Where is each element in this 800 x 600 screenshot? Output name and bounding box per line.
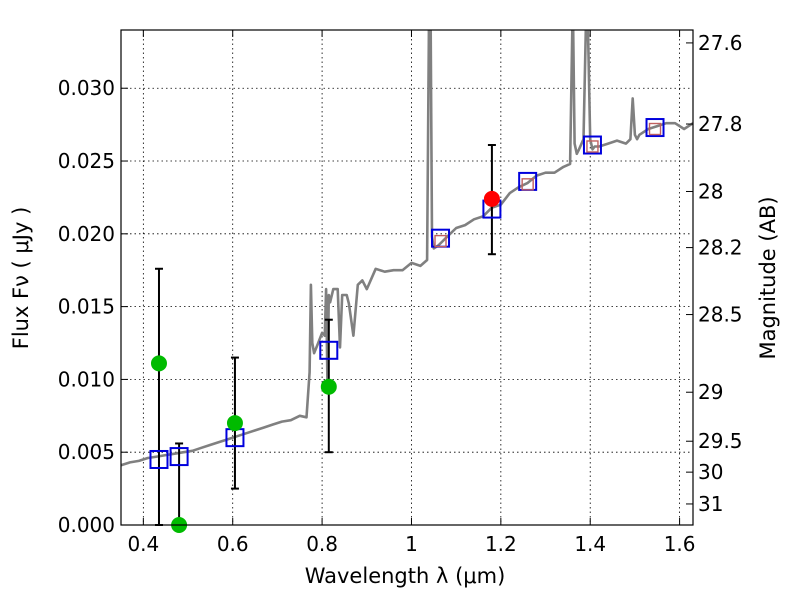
- model-spectrum-line: [121, 30, 693, 467]
- x-tick-label: 0.6: [217, 532, 249, 556]
- magnitude-axis-label: Magnitude (AB): [756, 196, 780, 359]
- optical-photometry-point: [150, 355, 167, 372]
- optical-photometry-point: [226, 415, 243, 432]
- model-photometry-square: [582, 135, 602, 155]
- grid-lines: [121, 30, 693, 526]
- magnitude-tick-label: 30: [698, 460, 723, 484]
- markers: [149, 118, 665, 533]
- model-photometry-inner-square: [434, 234, 447, 248]
- magnitude-tick-label: 28: [698, 179, 723, 203]
- y-tick-label: 0.005: [58, 440, 115, 464]
- model-photometry-square: [149, 449, 169, 469]
- x-tick-label: 1: [405, 532, 418, 556]
- y-tick-label: 0.020: [58, 222, 115, 246]
- x-tick-label: 1.2: [485, 532, 517, 556]
- magnitude-tick-label: 28.5: [698, 303, 743, 327]
- nir-photometry-point: [483, 190, 500, 207]
- x-tick-label: 1.6: [664, 532, 696, 556]
- magnitude-tick-label: 29.5: [698, 429, 743, 453]
- plot-area: [121, 30, 693, 467]
- y-tick-label: 0.015: [58, 295, 115, 319]
- magnitude-tick-label: 29: [698, 380, 723, 404]
- magnitude-tick-label: 28.2: [698, 236, 743, 260]
- y-axis-label: Flux Fν ( μJy ): [9, 207, 33, 350]
- model-photometry-inner-square: [586, 140, 599, 153]
- y-tick-label: 0.000: [58, 513, 115, 537]
- y-tick-label: 0.030: [58, 76, 115, 100]
- plot-frame: [120, 29, 694, 526]
- magnitude-tick-label: 27.6: [698, 31, 743, 55]
- x-tick-label: 1.4: [574, 532, 606, 556]
- magnitude-tick-label: 27.8: [698, 112, 743, 136]
- y-tick-label: 0.010: [58, 367, 115, 391]
- model-photometry-square: [319, 340, 339, 360]
- y-tick-label: 0.025: [58, 149, 115, 173]
- model-photometry-square: [645, 118, 665, 138]
- model-photometry-inner-square: [648, 122, 662, 136]
- x-tick-label: 0.8: [306, 532, 338, 556]
- x-axis-label: Wavelength λ (μm): [305, 564, 506, 588]
- x-tick-label: 0.4: [127, 532, 159, 556]
- model-photometry-square: [169, 447, 189, 467]
- axes: 0.4 0.6 0.8 1 1.2 1.4 1.6 0.000 0.005 0.010 0.015 0…: [58, 30, 743, 556]
- model-photometry-inner-square: [521, 178, 534, 191]
- optical-photometry-point: [320, 378, 337, 395]
- magnitude-tick-label: 31: [698, 492, 723, 516]
